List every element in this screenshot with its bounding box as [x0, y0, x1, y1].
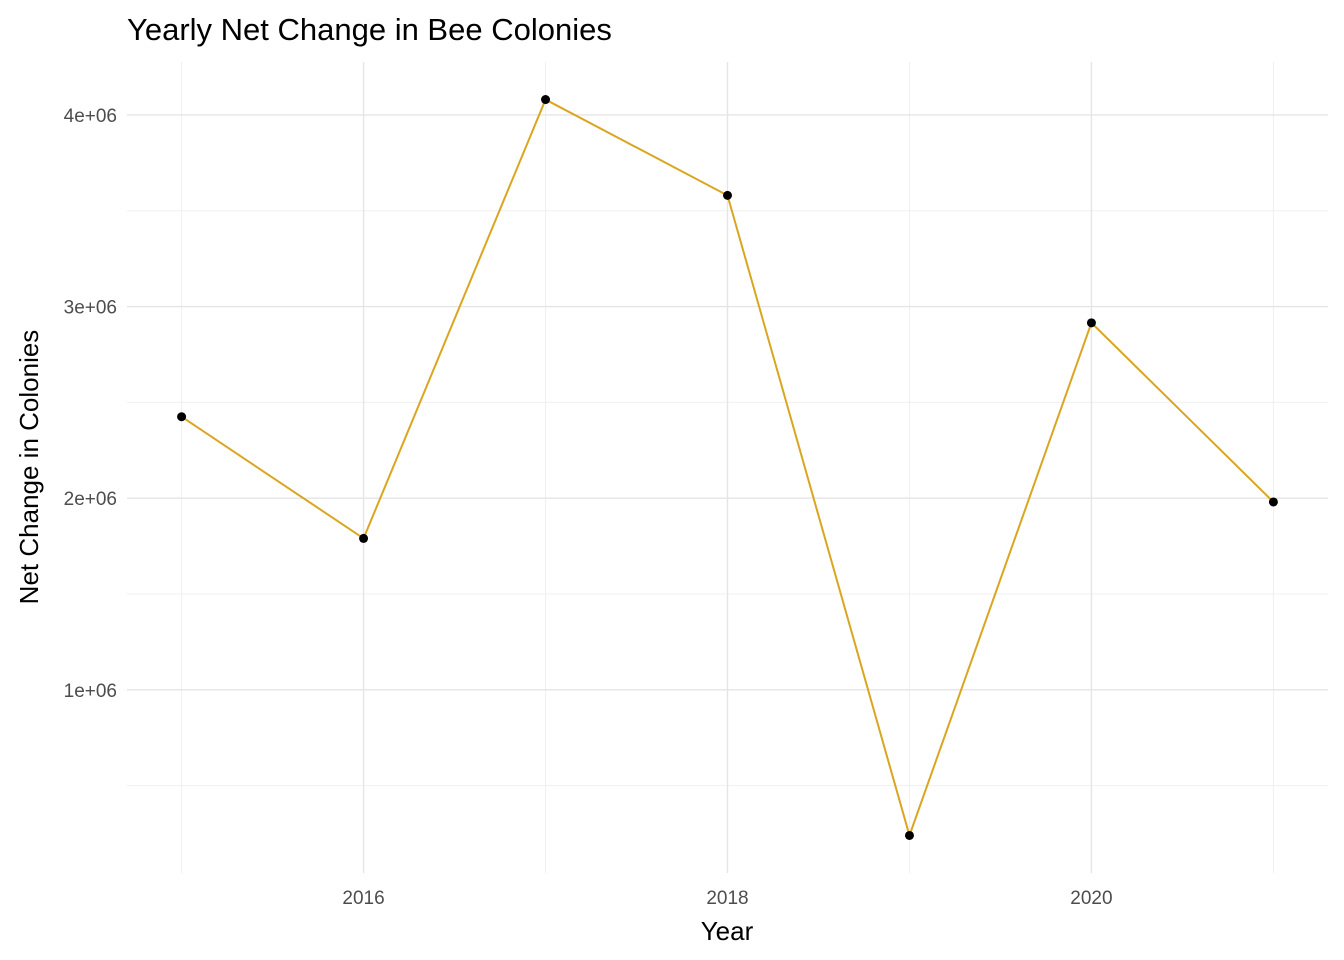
y-axis-title: Net Change in Colonies	[14, 330, 44, 605]
y-tick-label: 1e+06	[64, 681, 117, 702]
data-point	[1268, 497, 1278, 507]
y-tick-label: 3e+06	[64, 298, 117, 319]
x-tick-label: 2020	[1070, 888, 1112, 909]
chart-title: Yearly Net Change in Bee Colonies	[127, 12, 612, 47]
series-layer	[177, 95, 1278, 840]
x-axis-title: Year	[701, 916, 754, 946]
y-axis-ticks: 1e+06 2e+06 3e+06 4e+06	[64, 106, 117, 702]
y-tick-label: 2e+06	[64, 489, 117, 510]
data-point	[904, 830, 914, 840]
grid-lines	[127, 62, 1328, 873]
data-point	[1086, 318, 1096, 328]
data-point	[541, 95, 551, 105]
x-tick-label: 2018	[706, 888, 748, 909]
data-point	[723, 190, 732, 200]
y-tick-label: 4e+06	[64, 106, 117, 127]
data-point	[359, 533, 369, 543]
x-tick-label: 2016	[342, 888, 384, 909]
x-axis-ticks: 2016 2018 2020	[342, 888, 1112, 909]
data-point	[177, 412, 187, 422]
